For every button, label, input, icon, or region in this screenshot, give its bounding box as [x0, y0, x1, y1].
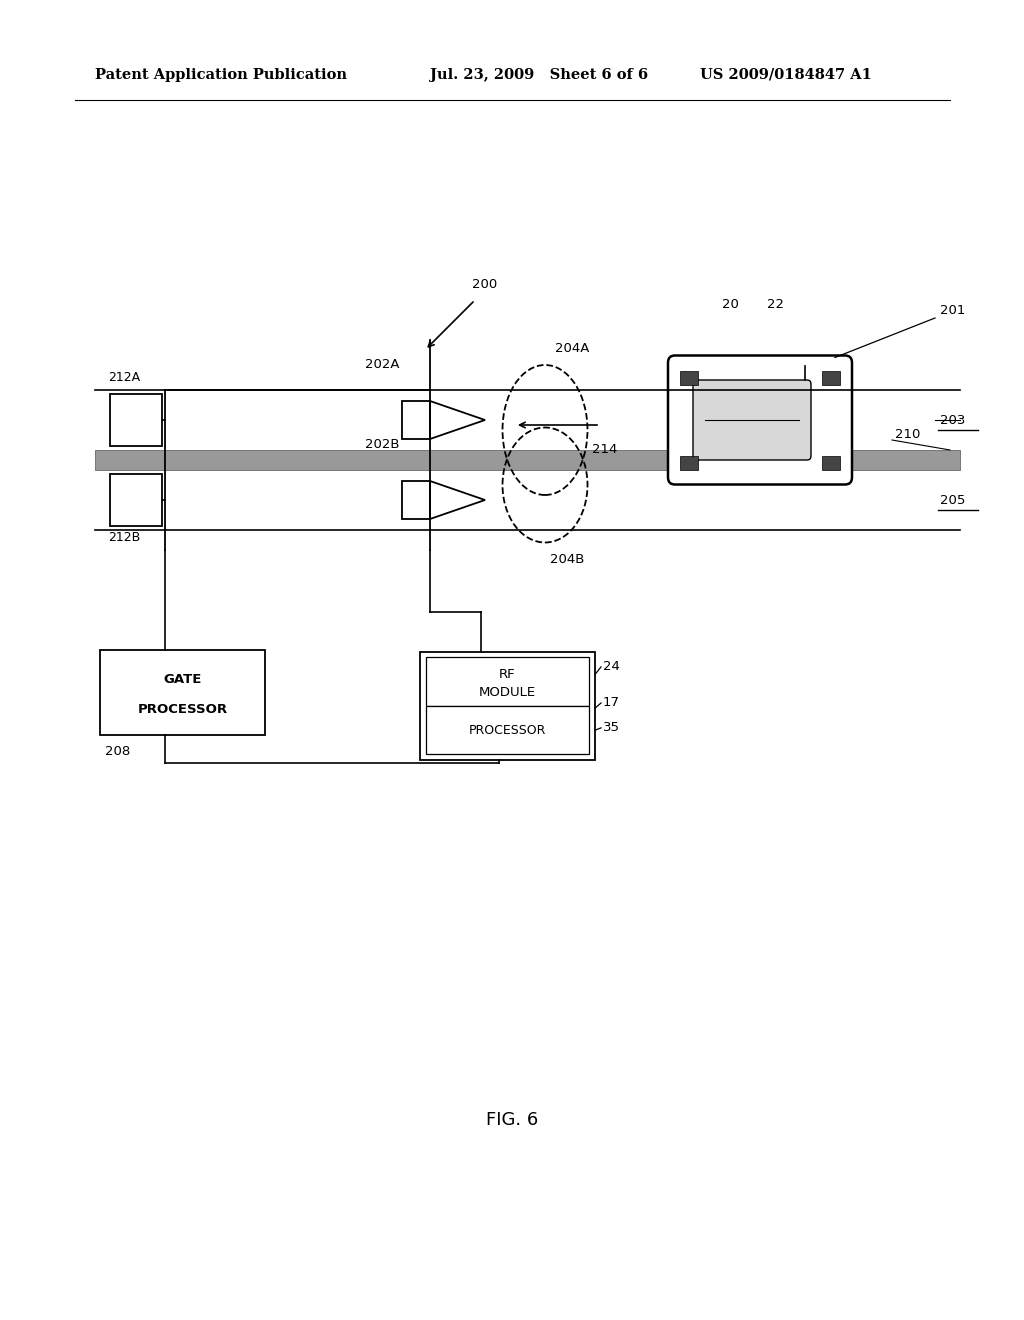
Text: PROCESSOR: PROCESSOR — [137, 704, 227, 715]
FancyBboxPatch shape — [668, 355, 852, 484]
Text: 212A: 212A — [108, 371, 140, 384]
Text: 200: 200 — [472, 279, 498, 292]
Text: 35: 35 — [603, 721, 620, 734]
Text: 24: 24 — [603, 660, 620, 673]
Bar — [100, 649, 265, 735]
Bar — [420, 652, 595, 760]
Text: FIG. 6: FIG. 6 — [485, 1111, 539, 1129]
Bar — [402, 480, 430, 519]
Bar — [822, 455, 840, 470]
Text: 214: 214 — [592, 444, 617, 455]
Bar — [95, 450, 961, 470]
Text: 20: 20 — [722, 298, 738, 312]
Text: 203: 203 — [940, 413, 966, 426]
Bar — [680, 371, 698, 384]
Bar — [402, 401, 430, 440]
Text: 17: 17 — [603, 697, 620, 710]
Bar — [426, 657, 589, 706]
Text: 202B: 202B — [366, 438, 400, 451]
Text: Patent Application Publication: Patent Application Publication — [95, 69, 347, 82]
Text: 208: 208 — [105, 744, 130, 758]
Text: 205: 205 — [940, 494, 966, 507]
Polygon shape — [430, 480, 485, 519]
Text: 22: 22 — [767, 298, 783, 312]
Text: 212B: 212B — [108, 531, 140, 544]
Bar — [822, 371, 840, 384]
Bar — [110, 393, 162, 446]
Bar — [426, 706, 589, 754]
Polygon shape — [430, 401, 485, 440]
Text: MODULE: MODULE — [479, 686, 536, 698]
Text: 210: 210 — [895, 429, 921, 441]
Text: 202A: 202A — [366, 359, 400, 371]
Text: Jul. 23, 2009   Sheet 6 of 6: Jul. 23, 2009 Sheet 6 of 6 — [430, 69, 648, 82]
Text: 204B: 204B — [550, 553, 585, 566]
Text: GATE: GATE — [163, 673, 202, 686]
FancyBboxPatch shape — [693, 380, 811, 459]
Text: US 2009/0184847 A1: US 2009/0184847 A1 — [700, 69, 871, 82]
Text: RF: RF — [499, 668, 516, 681]
Text: 201: 201 — [940, 304, 966, 317]
Text: PROCESSOR: PROCESSOR — [469, 723, 546, 737]
Text: 204A: 204A — [555, 342, 590, 355]
Bar — [680, 455, 698, 470]
Bar — [110, 474, 162, 525]
